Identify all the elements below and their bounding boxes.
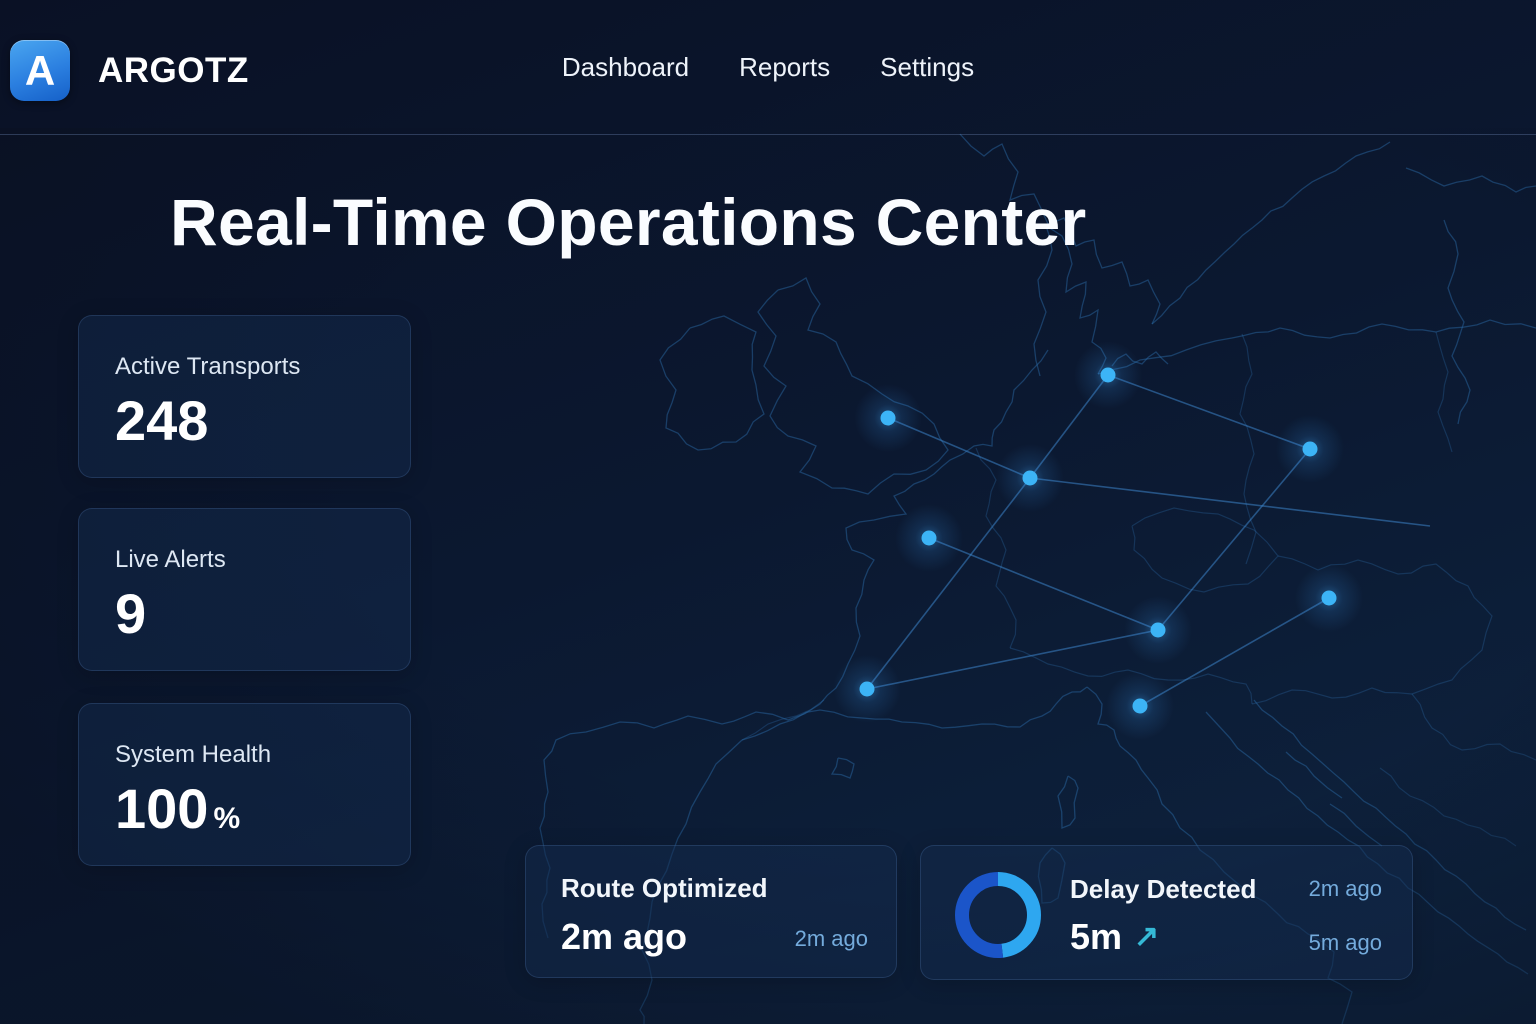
page-title: Real-Time Operations Center [170, 185, 1087, 259]
map-dot [921, 530, 937, 546]
nav-item-dashboard[interactable]: Dashboard [561, 52, 690, 82]
event-title: Delay Detected [1070, 874, 1257, 904]
stat-value: 248 [115, 389, 209, 452]
event-timestamp: 2m ago [794, 926, 868, 951]
percent-suffix: % [213, 802, 241, 835]
map-dot [1022, 470, 1038, 486]
top-nav: A ARGOTZ Dashboard Reports Settings [0, 0, 1536, 135]
map-dot [1132, 698, 1148, 714]
event-card-delay-detected: Delay Detected 5m ↗ 2m ago 5m ago [920, 845, 1413, 980]
brand-logo-letter: A [24, 46, 56, 94]
event-card-route-optimized: Route Optimized 2m ago 2m ago [525, 845, 897, 978]
map-dot [1100, 367, 1116, 383]
stat-value: 9 [115, 582, 147, 645]
stat-label: System Health [115, 741, 272, 768]
stat-label: Live Alerts [115, 546, 226, 573]
stat-label: Active Transports [115, 353, 301, 380]
event-timestamp: 5m ago [1308, 930, 1382, 955]
map-dot [880, 410, 896, 426]
nav-item-settings[interactable]: Settings [880, 52, 975, 82]
stat-value: 100% [115, 777, 241, 840]
map-dot [1150, 622, 1166, 638]
nav-item-reports[interactable]: Reports [739, 52, 831, 82]
brand-logo[interactable]: A [10, 40, 70, 101]
event-value-row: 5m ↗ [1070, 916, 1159, 958]
event-value: 5m [1070, 916, 1123, 957]
map-dot [1302, 441, 1318, 457]
nav-links: Dashboard Reports Settings [562, 0, 974, 135]
event-title: Route Optimized [561, 873, 768, 903]
delay-donut-chart [955, 872, 1041, 958]
stat-card-active-transports: Active Transports 248 [78, 315, 411, 478]
brand: A ARGOTZ [10, 40, 249, 101]
stat-card-live-alerts: Live Alerts 9 [78, 508, 411, 671]
stat-card-system-health: System Health 100% [78, 703, 411, 866]
brand-name: ARGOTZ [98, 50, 249, 90]
trend-up-arrow-icon: ↗ [1134, 920, 1160, 953]
map-dot [859, 681, 875, 697]
map-dot [1321, 590, 1337, 606]
event-timestamp: 2m ago [1308, 876, 1382, 901]
